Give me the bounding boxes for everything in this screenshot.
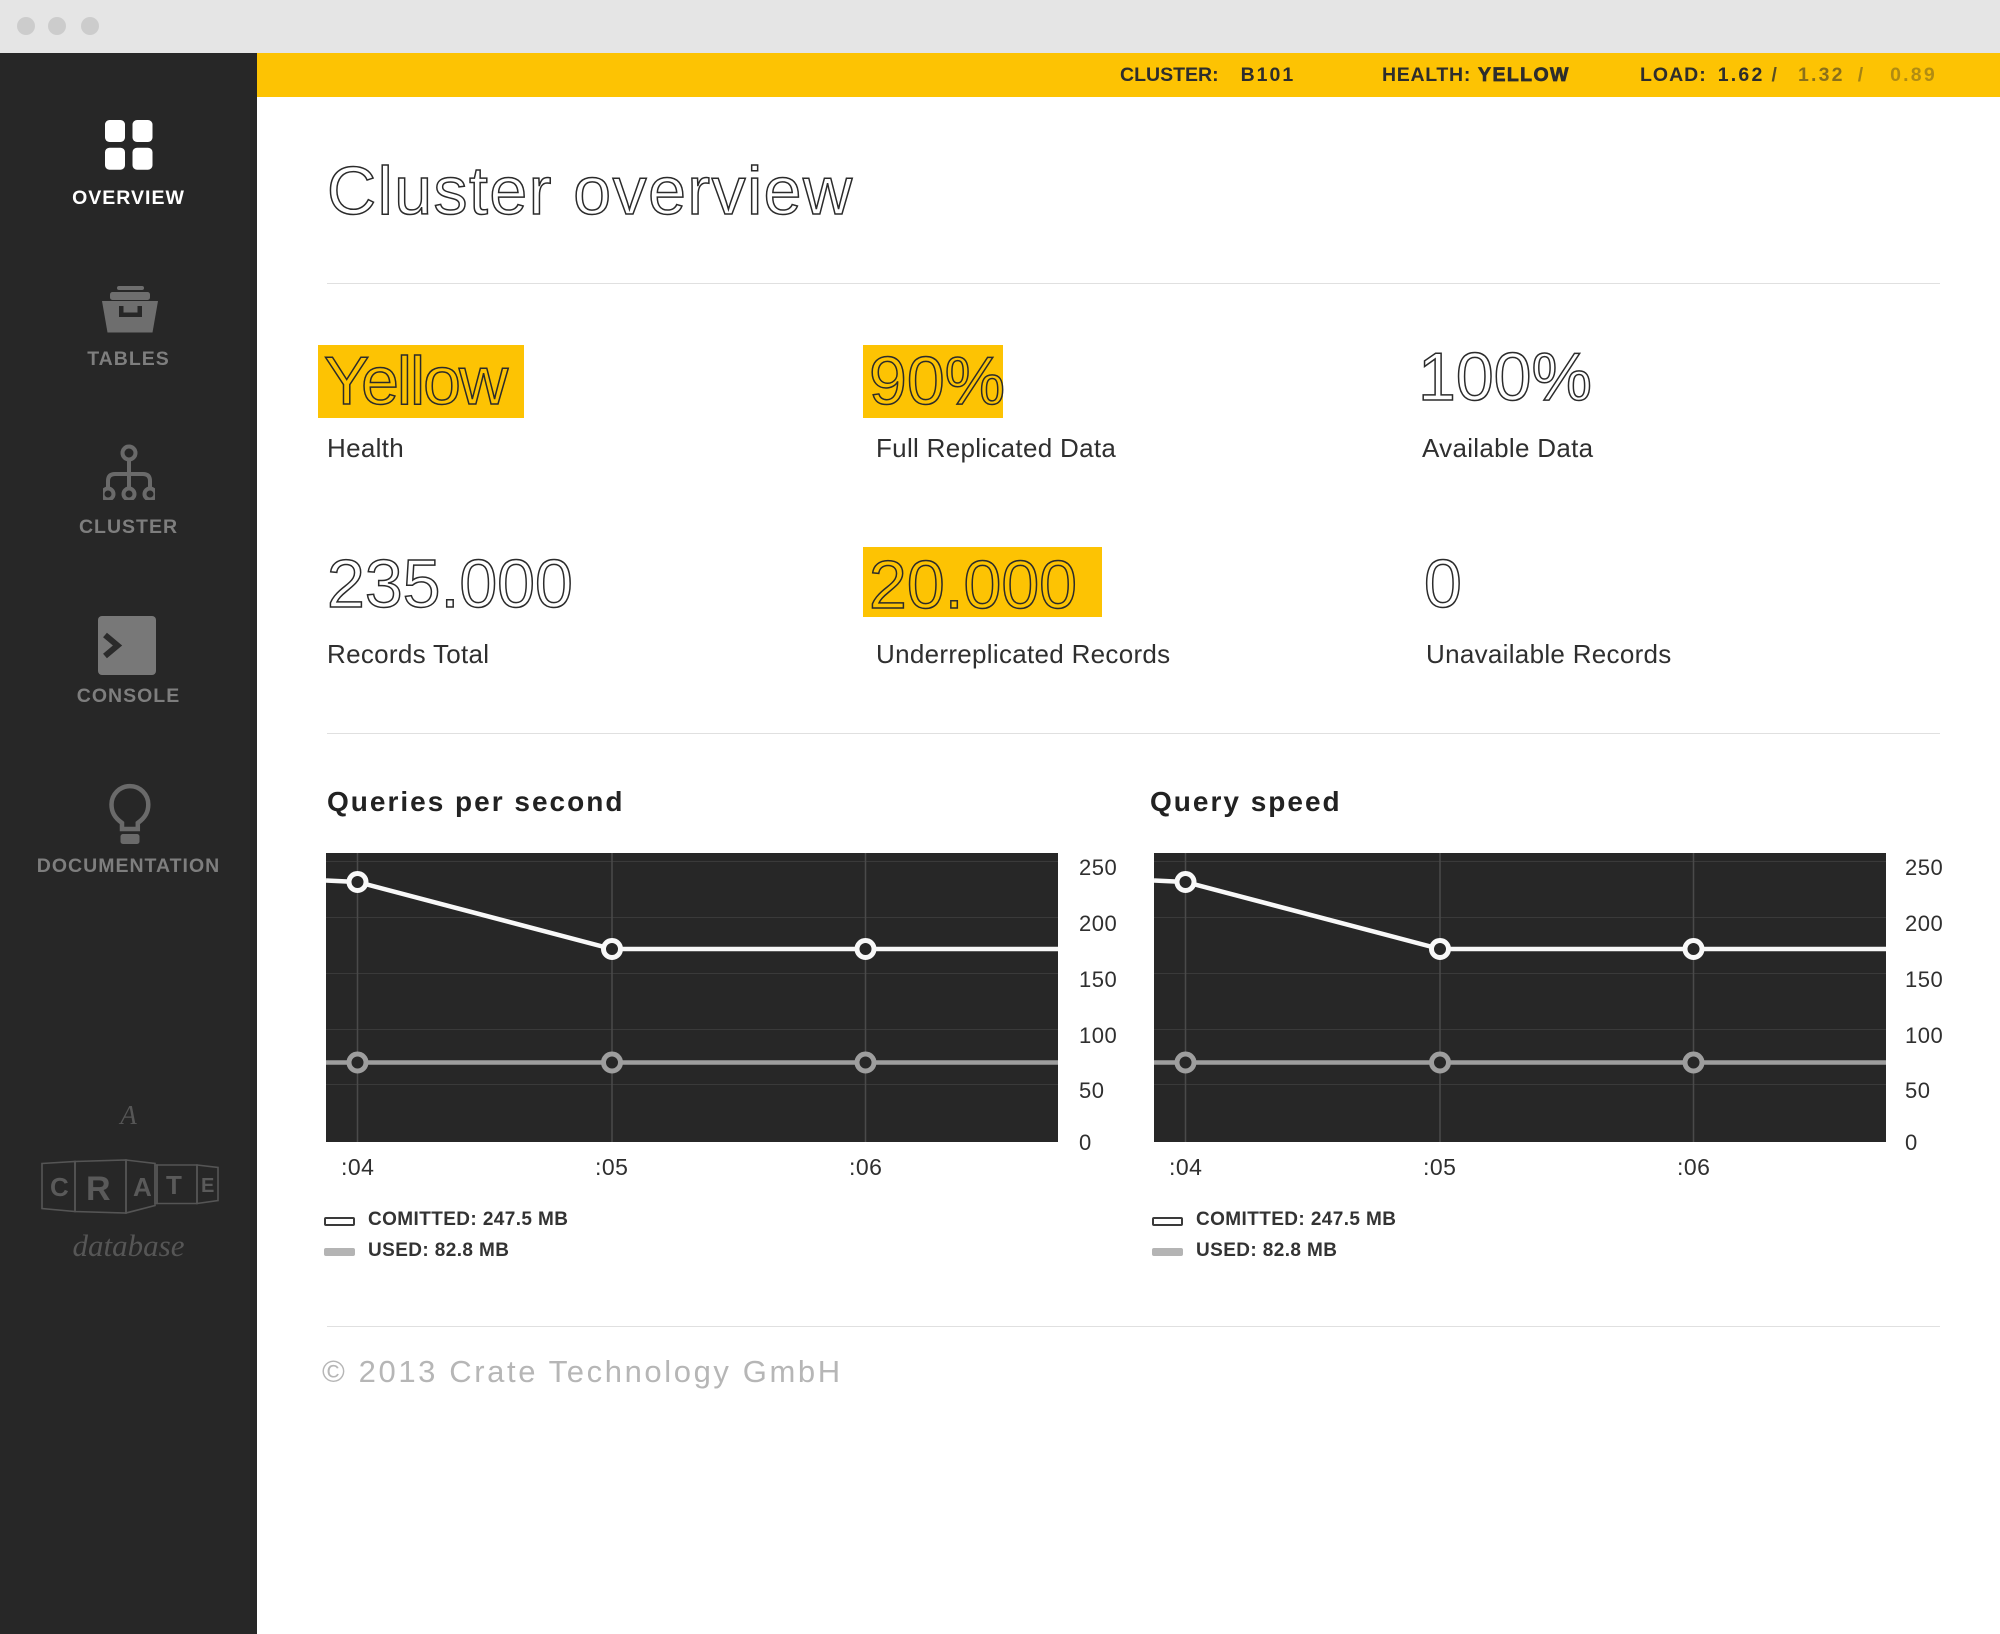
svg-text:C: C xyxy=(50,1172,69,1202)
svg-text:T: T xyxy=(166,1170,182,1200)
svg-text:A: A xyxy=(133,1172,152,1202)
svg-text:R: R xyxy=(86,1170,111,1208)
svg-text:E: E xyxy=(201,1175,214,1197)
